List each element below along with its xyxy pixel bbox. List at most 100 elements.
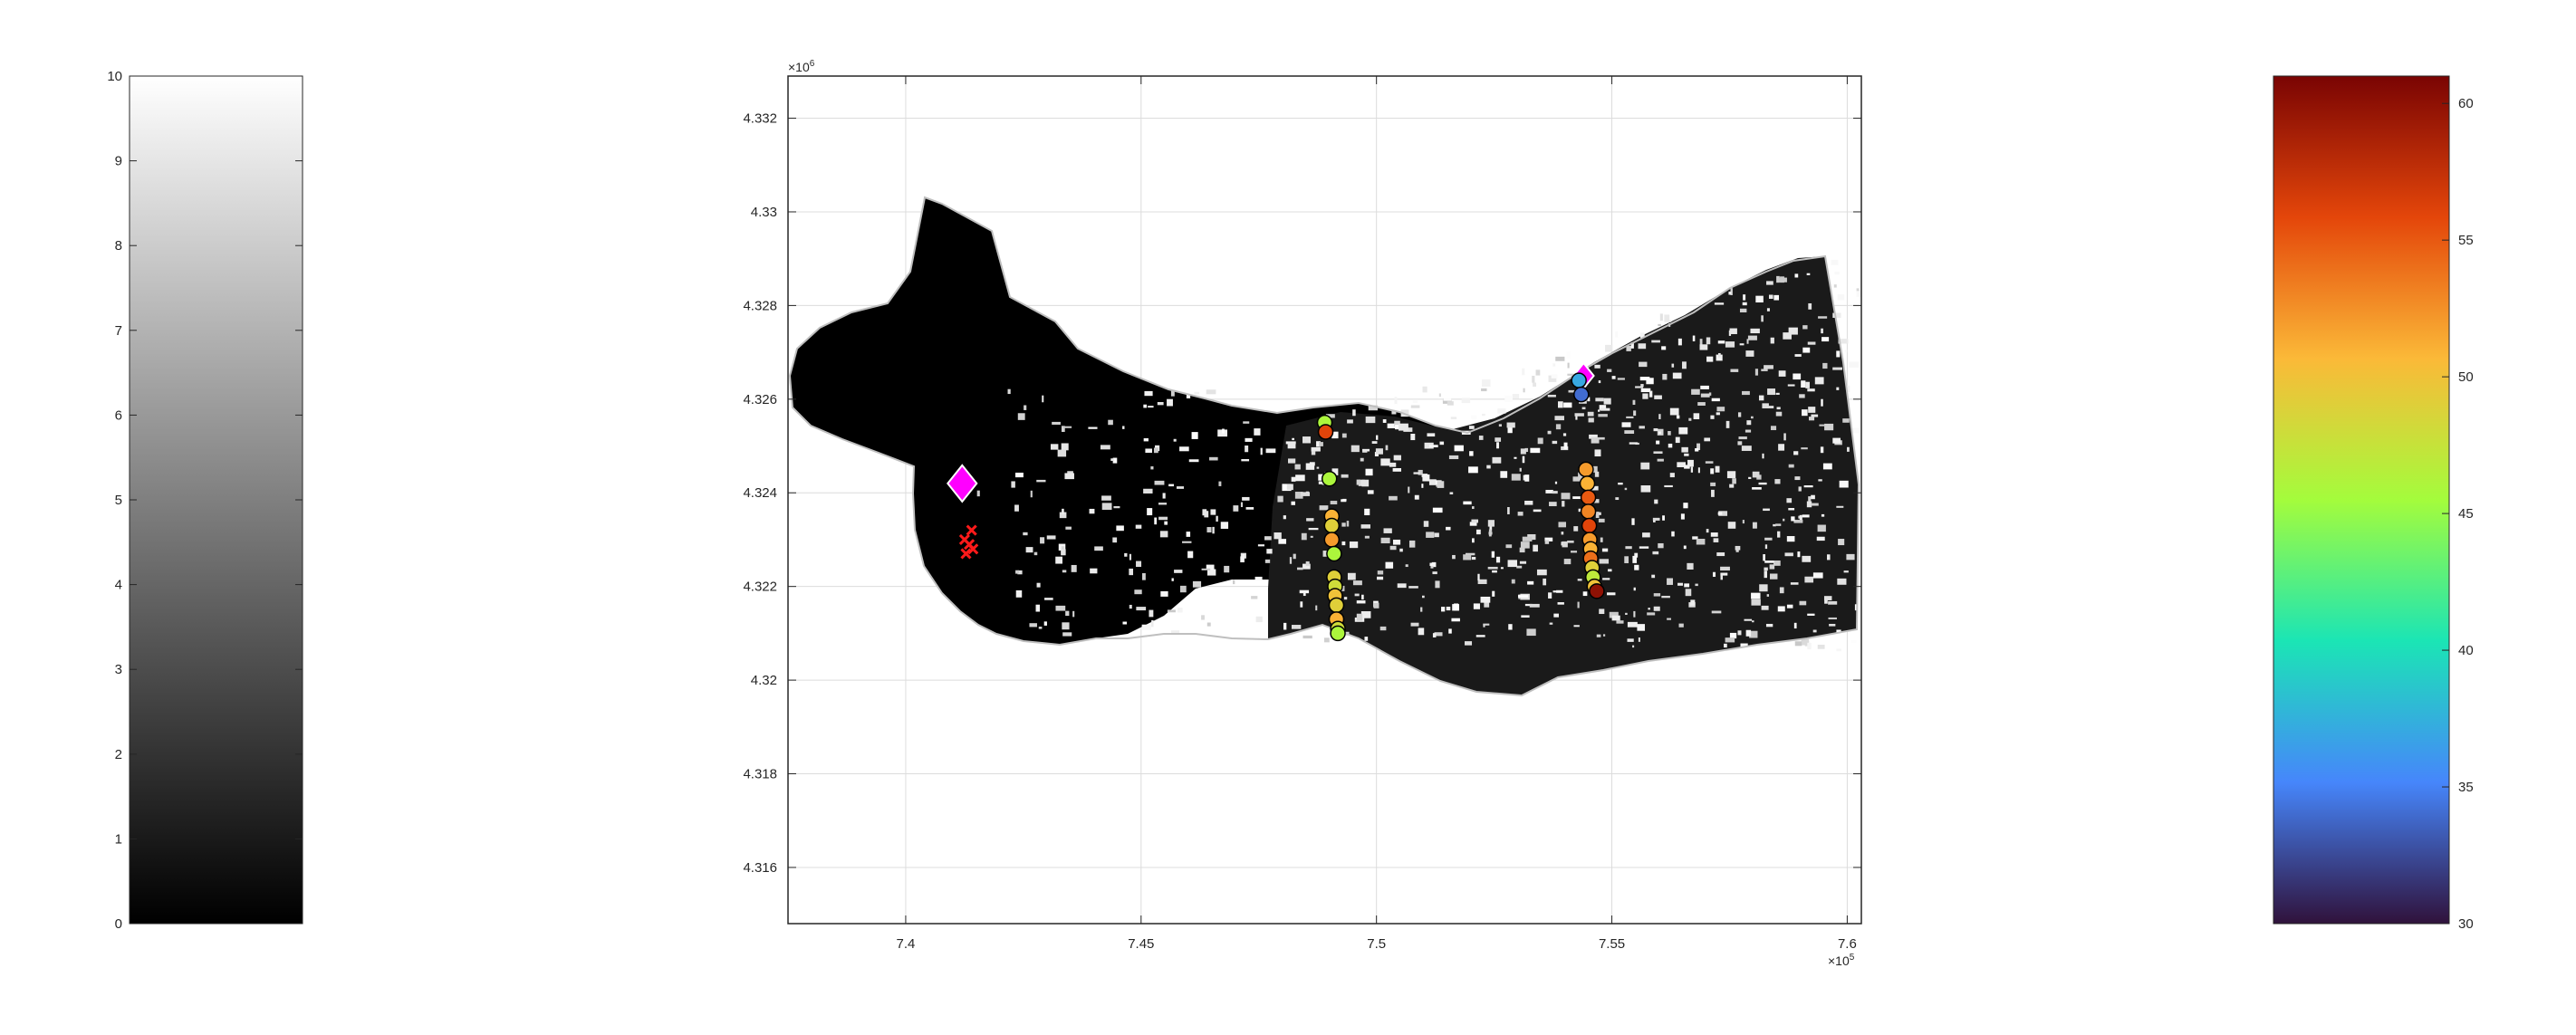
raster-speckle [1846, 385, 1850, 393]
raster-speckle [1520, 448, 1526, 455]
raster-speckle [1758, 395, 1764, 401]
raster-speckle [1607, 592, 1616, 596]
raster-speckle [1036, 582, 1041, 588]
raster-speckle [1522, 536, 1533, 541]
raster-speckle [1260, 447, 1263, 455]
y-tick-label: 4.326 [743, 392, 777, 407]
raster-speckle [1804, 576, 1814, 583]
raster-speckle [1777, 531, 1781, 538]
raster-speckle [1752, 486, 1762, 490]
raster-speckle [1519, 547, 1525, 553]
raster-speckle [1562, 501, 1565, 507]
raster-speckle [1573, 625, 1580, 628]
raster-speckle [1148, 406, 1154, 408]
raster-speckle [1662, 373, 1668, 380]
raster-speckle [1697, 443, 1701, 451]
raster-speckle [1547, 430, 1552, 435]
raster-speckle [1761, 605, 1769, 610]
raster-speckle [1591, 465, 1598, 473]
raster-speckle [1364, 535, 1370, 539]
raster-speckle [1504, 396, 1513, 402]
raster-speckle [1672, 372, 1682, 379]
raster-speckle [1399, 548, 1403, 552]
raster-speckle [1519, 561, 1527, 564]
raster-speckle [1036, 479, 1046, 483]
raster-speckle [1492, 590, 1495, 597]
raster-speckle [1325, 414, 1335, 418]
gray-colorbar-ticks: 0 1 2 3 4 5 6 7 8 9 10 [107, 69, 303, 932]
raster-speckle [1177, 608, 1183, 613]
raster-speckle [1684, 583, 1690, 588]
raster-speckle [1387, 423, 1397, 428]
x-exponent-base: ×10 [1828, 954, 1850, 968]
raster-speckle [1245, 446, 1249, 453]
raster-speckle [1210, 509, 1216, 515]
transect-point [1580, 489, 1597, 506]
raster-speckle [1591, 437, 1600, 444]
raster-speckle [1710, 415, 1715, 419]
raster-speckle [1017, 570, 1023, 575]
raster-speckle [1648, 608, 1650, 610]
raster-speckle [1254, 576, 1263, 581]
value-colorbar-tick-label: 35 [2458, 780, 2474, 795]
raster-speckle [1394, 420, 1400, 426]
raster-speckle [1749, 630, 1758, 638]
raster-speckle [1356, 479, 1361, 485]
raster-speckle [1677, 338, 1682, 346]
raster-speckle [1646, 378, 1654, 385]
raster-speckle [1850, 639, 1857, 644]
raster-speckle [1704, 437, 1711, 442]
raster-speckle [1566, 351, 1571, 359]
raster-speckle [1639, 361, 1648, 368]
raster-speckle [1385, 445, 1389, 451]
raster-speckle [1242, 496, 1250, 501]
raster-speckle [1563, 442, 1568, 450]
raster-speckle [1626, 345, 1631, 351]
raster-speckle [1536, 569, 1547, 576]
raster-speckle [1667, 618, 1671, 620]
raster-speckle [1788, 508, 1795, 511]
raster-speckle [1124, 552, 1128, 557]
raster-speckle [1233, 505, 1239, 512]
y-tick-label: 4.324 [743, 485, 777, 501]
raster-speckle [1532, 375, 1535, 383]
raster-speckle [1691, 388, 1700, 395]
raster-speckle [1775, 411, 1783, 417]
raster-speckle [1761, 315, 1764, 322]
raster-speckle [1802, 514, 1810, 518]
raster-speckle [1551, 374, 1558, 379]
raster-speckle [1240, 502, 1244, 507]
raster-speckle [1302, 591, 1306, 597]
raster-speckle [1489, 524, 1493, 532]
raster-speckle [1769, 564, 1775, 570]
y-exponent-power: 6 [810, 59, 815, 69]
raster-speckle [1291, 501, 1295, 505]
raster-speckle [1802, 325, 1808, 330]
raster-speckle [1472, 538, 1475, 543]
raster-speckle [1254, 428, 1261, 436]
raster-speckle [1794, 476, 1801, 481]
raster-speckle [1283, 515, 1286, 520]
raster-speckle [1050, 444, 1059, 450]
raster-speckle [1042, 395, 1044, 403]
raster-speckle [1316, 441, 1321, 447]
raster-speckle [1568, 389, 1579, 393]
raster-speckle [1299, 589, 1310, 594]
transect-point [1328, 597, 1345, 614]
raster-speckle [1773, 523, 1776, 527]
raster-speckle [1647, 612, 1656, 616]
raster-speckle [1500, 471, 1508, 478]
raster-speckle [1478, 436, 1484, 440]
raster-speckle [1617, 378, 1625, 380]
raster-speckle [1738, 436, 1747, 440]
raster-speckle [1778, 370, 1786, 377]
raster-speckle [1742, 390, 1750, 396]
raster-speckle [1055, 556, 1062, 564]
raster-speckle [1168, 484, 1175, 487]
raster-speckle [1834, 272, 1840, 275]
raster-speckle [1621, 422, 1631, 427]
raster-speckle [1548, 375, 1557, 382]
raster-speckle [1507, 506, 1510, 514]
raster-speckle [1697, 467, 1700, 474]
raster-speckle [1024, 405, 1027, 410]
